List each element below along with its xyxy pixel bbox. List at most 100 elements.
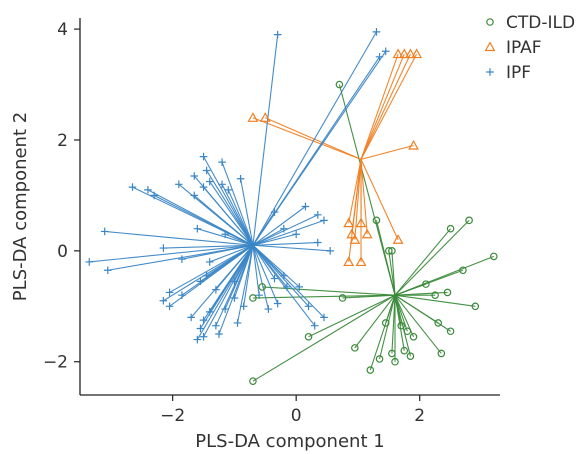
ipf-point — [224, 186, 233, 194]
legend-ipaf-label: IPAF — [506, 38, 542, 58]
ipf-point — [202, 272, 211, 280]
ipf-point — [196, 324, 205, 333]
ipf-connector-line — [252, 245, 260, 296]
ipf-point — [215, 330, 223, 338]
ipf-point — [144, 186, 152, 194]
ipaf-connector-line — [348, 159, 362, 263]
ipaf-connector-line — [360, 53, 405, 160]
ipf-connector-line — [252, 244, 316, 327]
ipaf-point — [343, 217, 355, 228]
x-tick-label: 2 — [414, 406, 425, 426]
ipf-point — [159, 296, 168, 305]
ctd-ild-connector-line — [338, 84, 396, 296]
ipf-connector-line — [252, 214, 319, 246]
ipf-point — [199, 316, 208, 324]
ctd-ild-point — [490, 252, 498, 261]
ipaf-connector-line — [360, 53, 399, 160]
ipf-point — [236, 174, 245, 183]
ipf-point — [273, 30, 282, 39]
ipaf-connector-line — [360, 159, 399, 240]
ctd-ild-point — [471, 302, 480, 311]
ipf-connector-line — [132, 186, 254, 246]
ipf-point — [218, 180, 226, 189]
ipf-point — [326, 247, 334, 255]
ipf-point — [372, 28, 381, 36]
ipf-connector-line — [215, 245, 254, 326]
ipf-connector-line — [181, 244, 254, 260]
ipf-connector-line — [227, 189, 254, 246]
ctd-ild-point — [335, 80, 344, 89]
ipf-point — [273, 299, 282, 308]
ipf-connector-line — [221, 184, 254, 246]
ctd-ild-point — [372, 216, 381, 225]
ipf-point — [264, 305, 273, 313]
ctd-ild-point — [400, 346, 409, 355]
ipf-point — [150, 191, 158, 200]
ipf-connector-line — [203, 186, 254, 246]
ipf-connector-line — [107, 244, 254, 271]
axes: −2 0 2 −2 0 2 4 — [43, 18, 500, 426]
ipf-point — [255, 291, 263, 300]
y-tick-label: −2 — [43, 353, 68, 373]
ipf-point — [205, 308, 214, 316]
ctd-ild-connector-line — [369, 295, 396, 371]
legend: CTD-ILD IPAF IPF — [484, 13, 575, 83]
ipf-connector-line — [252, 245, 279, 304]
ipf-connector-line — [206, 170, 254, 246]
ipaf-point — [408, 139, 419, 150]
ipf-point — [196, 277, 205, 286]
ipf-point — [304, 302, 313, 311]
y-tick-label: 0 — [57, 242, 68, 262]
ipf-point — [313, 211, 322, 219]
y-axis-title: PLS-DA component 2 — [10, 112, 31, 301]
ipaf-connector-line — [265, 117, 362, 160]
ipf-connector-line — [252, 244, 325, 318]
ipf-point — [313, 238, 322, 247]
legend-ctd-ild-label: CTD-ILD — [506, 13, 575, 33]
ctd-ild-point — [465, 216, 473, 225]
ctd-ild-connector-line — [394, 295, 411, 357]
ctd-ild-connector-line — [262, 286, 396, 296]
ipf-connector-line — [252, 206, 306, 246]
ipaf-connector-line — [354, 159, 362, 240]
x-tick-label: 0 — [291, 406, 302, 426]
ctd-ild-point — [304, 332, 313, 341]
ipf-connector-line — [193, 194, 254, 246]
ctd-ild-point — [338, 294, 347, 302]
ipf-point — [233, 319, 242, 327]
ipf-point — [221, 230, 229, 239]
ipf-connector-line — [252, 233, 297, 246]
ipf-connector-line — [233, 245, 254, 299]
ipf-point — [230, 277, 239, 286]
ipaf-point — [349, 234, 361, 244]
ipf-point — [205, 177, 214, 186]
ipf-point — [283, 283, 291, 291]
ctd-ild-connector-line — [394, 294, 451, 332]
ctd-ild-connector-line — [375, 220, 396, 296]
ipf-connector-line — [240, 178, 254, 246]
ipf-point — [205, 258, 214, 266]
ctd-ild-point — [351, 344, 359, 352]
ctd-ild-point — [422, 280, 430, 288]
ipf-connector-line — [147, 189, 254, 246]
ipf-point — [292, 230, 300, 239]
data-point-markers — [85, 28, 498, 385]
ipf-point — [178, 255, 186, 263]
x-tick-label: −2 — [160, 406, 185, 426]
ctd-ild-connector-line — [394, 294, 476, 307]
ipf-point — [270, 208, 279, 216]
legend-ipf-marker — [486, 68, 494, 76]
ipf-point — [295, 283, 304, 291]
ctd-ild-point — [437, 349, 446, 358]
ipf-point — [375, 53, 384, 61]
ctd-ild-point — [406, 352, 415, 360]
axis-ticks: −2 0 2 −2 0 2 4 — [43, 20, 425, 426]
ipaf-point — [405, 48, 416, 59]
ctd-ild-point — [258, 283, 267, 291]
ipf-connector-line — [163, 244, 253, 249]
ipf-connector-line — [190, 244, 254, 318]
ctd-ild-point — [446, 327, 455, 336]
ipaf-point — [355, 256, 367, 267]
ipf-point — [218, 158, 226, 166]
ctd-ild-point — [381, 319, 390, 327]
